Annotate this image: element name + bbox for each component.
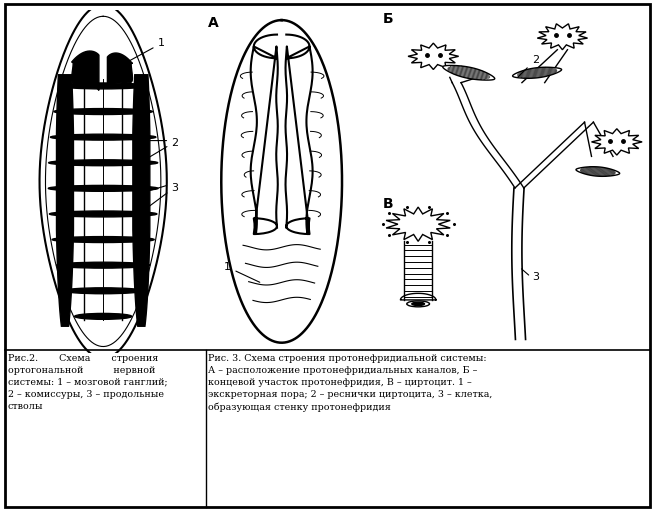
Text: Б: Б	[383, 12, 394, 27]
Polygon shape	[386, 207, 450, 241]
Ellipse shape	[54, 108, 153, 114]
Polygon shape	[537, 24, 588, 50]
Polygon shape	[591, 129, 642, 155]
Ellipse shape	[64, 288, 143, 294]
Text: 3: 3	[532, 272, 539, 282]
Polygon shape	[576, 167, 620, 176]
Polygon shape	[133, 75, 150, 326]
Ellipse shape	[48, 160, 158, 166]
Polygon shape	[56, 75, 73, 326]
Polygon shape	[107, 53, 132, 88]
Ellipse shape	[60, 83, 147, 89]
Polygon shape	[72, 51, 99, 90]
Text: 2: 2	[517, 55, 539, 77]
Ellipse shape	[56, 262, 150, 268]
Text: 1: 1	[223, 262, 260, 282]
Ellipse shape	[75, 313, 132, 319]
Polygon shape	[408, 43, 458, 69]
Polygon shape	[513, 67, 561, 78]
Ellipse shape	[52, 237, 154, 243]
Text: 3: 3	[171, 183, 178, 193]
Text: Рис. 3. Схема строения протонефридиальной системы:
А – расположение протонефриди: Рис. 3. Схема строения протонефридиально…	[208, 354, 493, 412]
Ellipse shape	[50, 211, 157, 217]
Ellipse shape	[412, 302, 424, 306]
Text: 2: 2	[171, 138, 178, 148]
Polygon shape	[443, 65, 495, 80]
Ellipse shape	[50, 134, 156, 140]
Text: 1: 1	[119, 38, 165, 67]
Text: В: В	[383, 197, 394, 211]
Text: А: А	[208, 16, 219, 30]
Ellipse shape	[407, 301, 430, 307]
Text: Рис.2.       Схема       строения
ортогональной          нервной
системы: 1 – мо: Рис.2. Схема строения ортогональной нерв…	[8, 354, 168, 411]
Ellipse shape	[48, 185, 158, 191]
